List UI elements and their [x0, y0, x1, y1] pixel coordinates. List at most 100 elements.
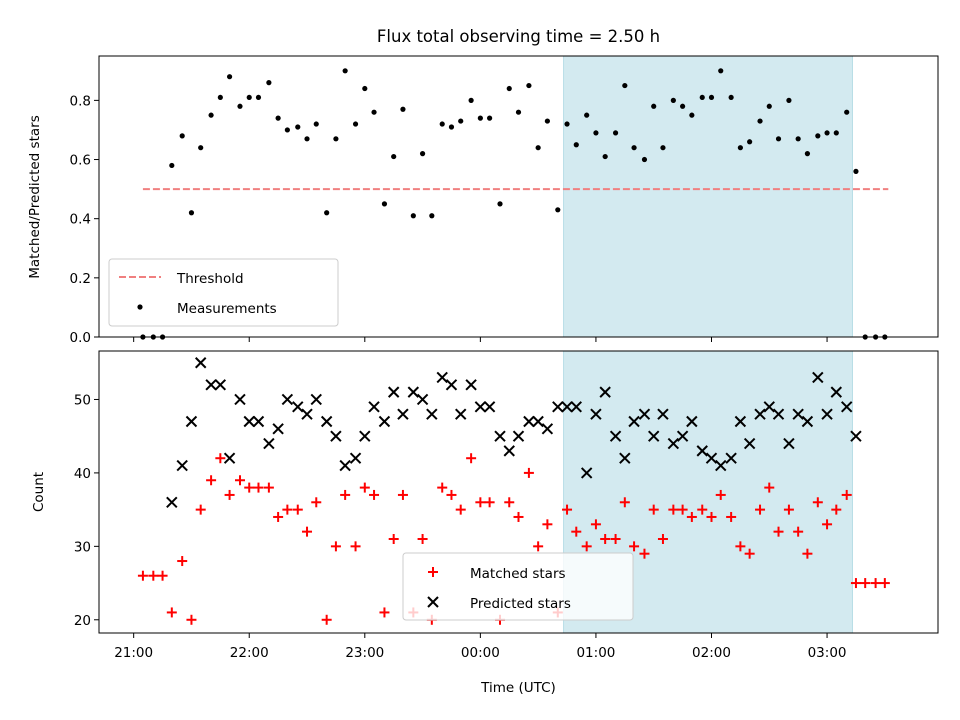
measurement-point	[439, 121, 445, 127]
predicted-star-point	[676, 430, 689, 442]
predicted-star-point	[292, 401, 304, 413]
predicted-star-point	[705, 452, 718, 464]
predicted-star-point	[455, 408, 467, 420]
matched-star-point	[455, 504, 466, 515]
measurement-point	[304, 136, 310, 142]
matched-star-point	[148, 570, 159, 581]
measurement-point	[458, 118, 464, 124]
predicted-star-point	[850, 430, 862, 442]
predicted-star-point	[301, 408, 313, 420]
measurement-point	[217, 94, 223, 101]
measurement-point	[622, 82, 628, 89]
matched-star-point	[340, 489, 351, 500]
measurement-point	[284, 127, 290, 133]
measurement-point	[313, 121, 319, 127]
top-legend-frame	[108, 258, 339, 327]
measurement-point	[708, 94, 715, 101]
legend-threshold-label: Threshold	[176, 271, 244, 287]
measurement-point	[833, 130, 839, 136]
bottom-y-axis-label: Count	[31, 472, 47, 512]
matched-star-point	[831, 504, 842, 515]
measurement-point	[670, 97, 676, 103]
top-axes: 0.0 0.2 0.4 0.6 0.8	[70, 55, 939, 346]
predicted-star-point	[243, 415, 255, 428]
matched-star-point	[177, 556, 188, 567]
x-tick-label: 01:00	[576, 645, 615, 661]
matched-star-point	[379, 607, 390, 618]
measurement-point	[535, 145, 541, 151]
matched-star-point	[137, 570, 148, 581]
top-y-tick-label: 0.6	[70, 153, 91, 169]
predicted-star-point	[474, 401, 487, 413]
top-y-tick-label: 0.2	[70, 271, 91, 287]
predicted-star-point	[339, 459, 351, 472]
matched-star-point	[206, 475, 217, 486]
top-highlight-layer	[563, 55, 853, 338]
matched-star-point	[311, 497, 322, 508]
predicted-star-point	[359, 430, 371, 442]
measurement-point	[641, 156, 648, 163]
measurement-point	[815, 133, 821, 139]
predicted-star-point	[772, 408, 785, 420]
predicted-star-point	[792, 408, 804, 420]
predicted-star-point	[176, 459, 188, 472]
predicted-star-point	[696, 445, 708, 457]
predicted-star-point	[378, 415, 391, 428]
top-panel: 0.00.20.40.60.8 Matched/Predicted stars …	[27, 55, 939, 346]
chart-title: Flux total observing time = 2.50 h	[377, 27, 660, 46]
predicted-star-point	[743, 437, 756, 450]
predicted-star-point	[445, 379, 458, 391]
matched-star-point	[321, 614, 332, 625]
measurement-point	[718, 68, 724, 74]
predicted-star-point	[281, 393, 294, 406]
predicted-star-point	[763, 401, 775, 413]
measurement-point	[169, 162, 175, 169]
measurement-point	[295, 124, 301, 130]
measurement-point	[757, 118, 763, 124]
predicted-star-point	[465, 379, 477, 391]
predicted-star-point	[387, 386, 400, 398]
matched-star-point	[302, 526, 313, 537]
predicted-star-point	[541, 423, 554, 435]
measurement-point	[477, 115, 483, 121]
predicted-star-point	[754, 408, 766, 420]
measurement-point	[188, 210, 195, 216]
matched-star-point	[677, 504, 688, 515]
bottom-axes-frame	[98, 350, 939, 634]
measurement-point	[844, 109, 850, 115]
predicted-star-point	[734, 415, 747, 428]
matched-star-point	[437, 482, 448, 493]
top-highlight-span	[563, 55, 853, 338]
measurement-point	[631, 145, 637, 151]
measurement-point	[602, 153, 608, 160]
bottom-axes: 20 30 40 50 21:00 22:00 23:00 00:00 01:00 02:00 03…	[74, 350, 939, 661]
matched-star-point	[812, 497, 823, 508]
predicted-star-point	[214, 379, 227, 391]
matched-star-point	[157, 570, 168, 581]
matched-star-point	[686, 511, 697, 522]
matched-star-point	[369, 489, 380, 500]
matched-star-point	[755, 504, 766, 515]
measurement-point	[324, 210, 330, 216]
predicted-star-point	[416, 393, 429, 406]
matched-star-point	[513, 511, 524, 522]
predicted-star-point	[407, 386, 420, 398]
matched-star-point	[879, 578, 890, 589]
predicted-star-point	[166, 496, 178, 508]
measurement-point	[429, 213, 435, 219]
matched-star-point	[446, 489, 457, 500]
measurement-point	[487, 115, 493, 121]
measurement-point	[448, 124, 455, 130]
predicted-star-point	[426, 408, 438, 420]
predicted-star-point	[532, 415, 544, 428]
matched-star-point	[619, 497, 630, 508]
measurement-point	[419, 151, 426, 157]
matched-star-point	[475, 497, 486, 508]
measurement-point	[400, 106, 406, 112]
legend-matched-label: Matched stars	[470, 566, 566, 582]
predicted-star-point	[715, 459, 727, 472]
matched-star-point	[466, 453, 477, 464]
measurement-point	[689, 112, 695, 118]
measurement-point	[699, 94, 705, 101]
top-axes-frame	[98, 55, 939, 338]
